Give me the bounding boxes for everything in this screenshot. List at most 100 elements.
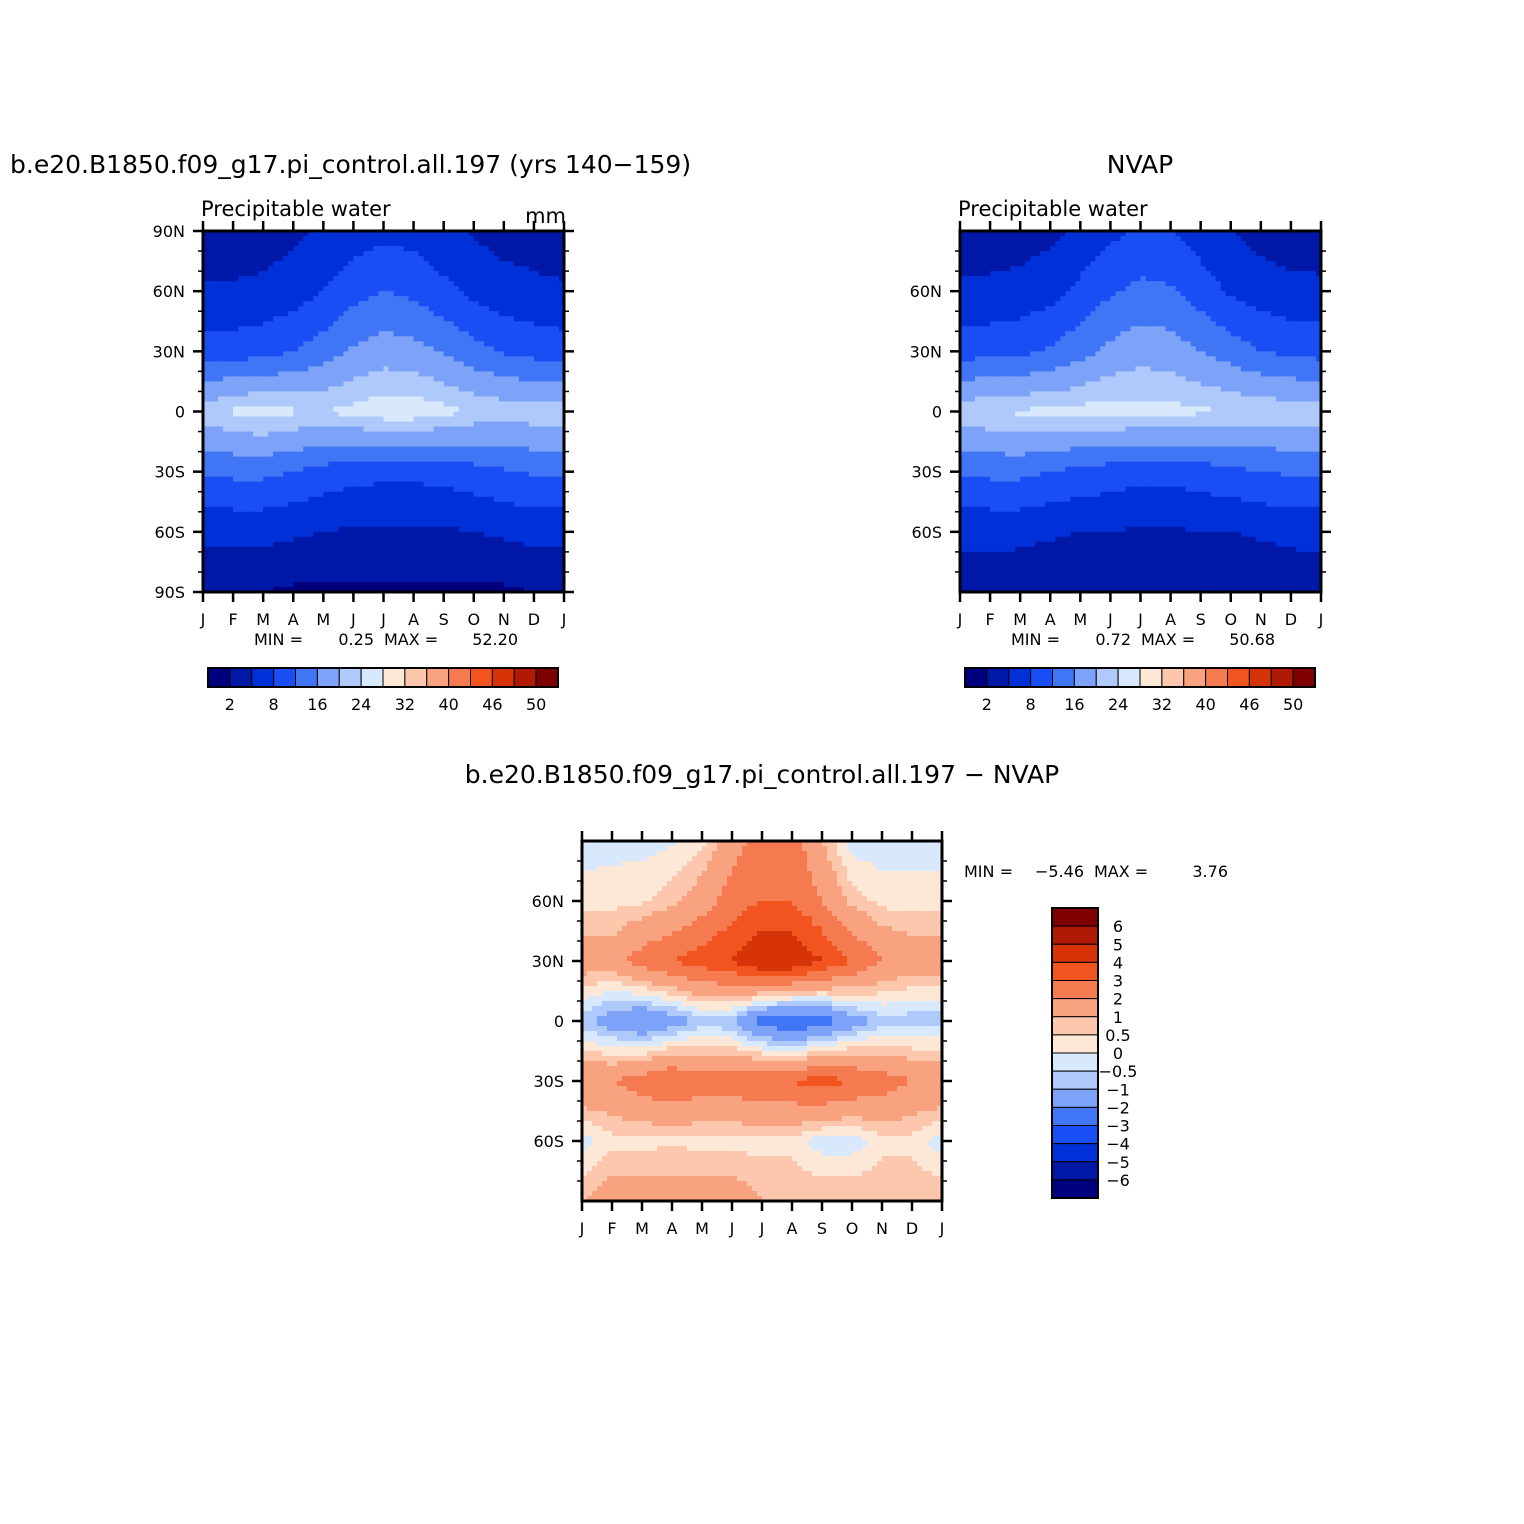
field-cell <box>393 481 400 488</box>
field-cell <box>458 376 465 383</box>
field-cell <box>478 541 485 548</box>
field-cell <box>498 411 505 418</box>
field-cell <box>358 351 365 357</box>
field-cell <box>263 311 269 317</box>
field-cell <box>443 511 450 518</box>
field-cell <box>458 541 465 548</box>
field-cell <box>278 401 284 408</box>
field-cell <box>368 496 375 503</box>
field-cell <box>558 491 565 498</box>
field-cell <box>478 406 485 413</box>
field-cell <box>443 316 450 322</box>
field-cell <box>253 296 259 302</box>
field-cell <box>398 361 405 367</box>
field-cell <box>498 366 505 372</box>
field-cell <box>383 456 390 463</box>
field-cell <box>303 441 309 448</box>
field-cell <box>348 266 355 272</box>
field-cell <box>383 546 390 553</box>
field-cell <box>278 571 284 578</box>
field-cell <box>468 556 475 563</box>
field-cell <box>453 561 460 568</box>
field-cell <box>513 421 520 428</box>
field-cell <box>403 351 410 357</box>
field-cell <box>393 366 400 372</box>
field-cell <box>238 231 244 237</box>
field-cell <box>233 311 239 317</box>
field-cell <box>558 451 565 458</box>
field-cell <box>533 276 540 282</box>
field-cell <box>278 321 284 327</box>
field-cell <box>488 546 495 553</box>
field-cell <box>233 456 239 463</box>
field-cell <box>223 341 229 347</box>
field-cell <box>363 251 370 257</box>
field-cell <box>463 281 470 287</box>
field-cell <box>438 371 445 377</box>
field-cell <box>503 256 510 262</box>
field-cell <box>233 346 239 352</box>
field-cell <box>508 476 515 483</box>
field-cell <box>488 491 495 498</box>
field-cell <box>393 516 400 523</box>
field-cell <box>508 456 515 463</box>
field-cell <box>548 396 555 403</box>
field-cell <box>203 366 209 372</box>
field-cell <box>368 551 375 558</box>
field-cell <box>488 261 495 267</box>
field-cell <box>463 436 470 443</box>
field-cell <box>498 356 505 362</box>
field-cell <box>328 236 334 242</box>
field-cell <box>473 346 480 352</box>
field-cell <box>493 566 500 573</box>
field-cell <box>253 316 259 322</box>
field-cell <box>328 241 334 247</box>
field-cell <box>513 571 520 578</box>
field-cell <box>423 426 430 433</box>
field-cell <box>233 391 239 398</box>
field-cell <box>448 566 455 573</box>
field-cell <box>398 561 405 568</box>
field-cell <box>438 411 445 418</box>
field-cell <box>208 506 214 513</box>
field-cell <box>483 551 490 558</box>
field-cell <box>248 281 254 287</box>
field-cell <box>378 346 385 352</box>
field-cell <box>303 551 309 558</box>
field-cell <box>408 291 415 297</box>
field-cell <box>223 236 229 242</box>
field-cell <box>483 321 490 327</box>
field-cell <box>378 551 385 558</box>
field-cell <box>298 396 304 403</box>
field-cell <box>418 306 425 312</box>
field-cell <box>423 361 430 367</box>
field-cell <box>263 236 269 242</box>
field-cell <box>493 336 500 342</box>
field-cell <box>318 516 324 523</box>
field-cell <box>413 496 420 503</box>
field-cell <box>433 231 440 237</box>
field-cell <box>398 471 405 478</box>
field-cell <box>523 321 530 327</box>
field-cell <box>483 336 490 342</box>
field-cell <box>423 386 430 393</box>
field-cell <box>478 281 485 287</box>
field-cell <box>453 301 460 307</box>
field-cell <box>253 236 259 242</box>
field-cell <box>413 481 420 488</box>
field-cell <box>233 521 239 528</box>
field-cell <box>318 511 324 518</box>
field-cell <box>288 576 294 583</box>
field-cell <box>253 336 259 342</box>
field-cell <box>338 551 344 558</box>
field-cell <box>473 476 480 483</box>
field-cell <box>303 486 309 493</box>
field-cell <box>273 431 279 438</box>
field-cell <box>308 231 314 237</box>
field-cell <box>218 461 224 468</box>
field-cell <box>288 506 294 513</box>
field-cell <box>533 371 540 377</box>
field-cell <box>513 436 520 443</box>
field-cell <box>458 516 465 523</box>
field-cell <box>283 456 289 463</box>
